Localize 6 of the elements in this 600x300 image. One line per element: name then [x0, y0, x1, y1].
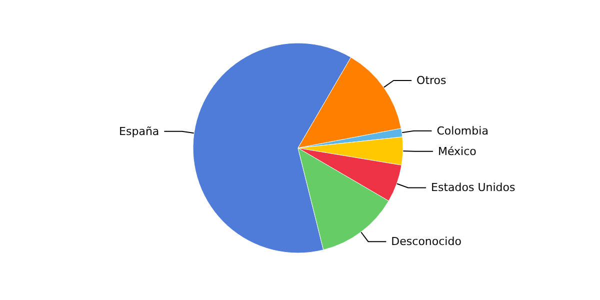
- slice-label: Desconocido: [391, 235, 462, 248]
- slice-label: Colombia: [436, 124, 488, 138]
- slice-label: México: [438, 144, 477, 158]
- slice-label: España: [119, 124, 160, 138]
- slice-label: Otros: [416, 74, 447, 87]
- slice-label: Estados Unidos: [431, 181, 516, 194]
